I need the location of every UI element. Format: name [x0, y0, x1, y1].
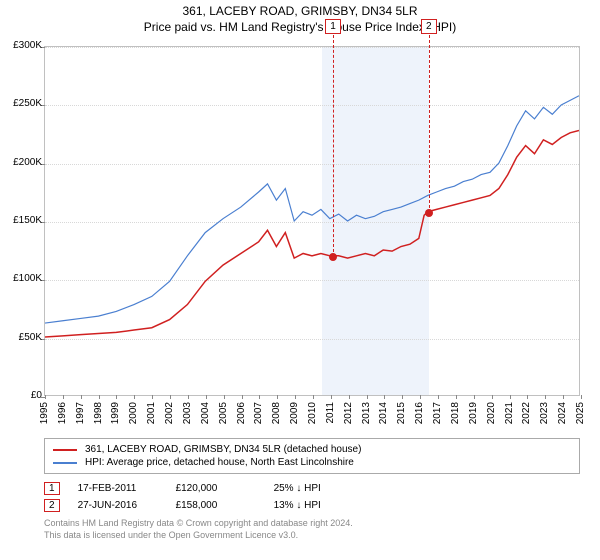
footer-line1: Contains HM Land Registry data © Crown c… — [44, 518, 580, 530]
y-axis-label: £50K — [2, 332, 42, 343]
marker-connector — [429, 35, 430, 213]
x-axis-label: 2005 — [218, 402, 229, 424]
legend-label: 361, LACEBY ROAD, GRIMSBY, DN34 5LR (det… — [85, 444, 361, 455]
chart-title-address: 361, LACEBY ROAD, GRIMSBY, DN34 5LR — [0, 4, 600, 18]
transaction-marker-ref: 1 — [44, 482, 60, 495]
transaction-hpi-diff: 25% ↓ HPI — [274, 483, 354, 494]
transaction-hpi-diff: 13% ↓ HPI — [274, 500, 354, 511]
x-axis-label: 2022 — [521, 402, 532, 424]
transaction-price: £120,000 — [176, 483, 256, 494]
chart-title-subtitle: Price paid vs. HM Land Registry's House … — [0, 20, 600, 34]
chart-plot-area: 12 — [44, 46, 580, 396]
x-axis-label: 1996 — [57, 402, 68, 424]
x-axis-label: 2017 — [432, 402, 443, 424]
x-axis-label: 2002 — [164, 402, 175, 424]
y-axis-label: £250K — [2, 98, 42, 109]
legend-box: 361, LACEBY ROAD, GRIMSBY, DN34 5LR (det… — [44, 438, 580, 474]
x-axis-label: 2021 — [504, 402, 515, 424]
footer-line2: This data is licensed under the Open Gov… — [44, 530, 580, 542]
marker-label: 1 — [325, 19, 341, 34]
x-axis-label: 2007 — [253, 402, 264, 424]
x-axis-label: 2024 — [557, 402, 568, 424]
legend-row: HPI: Average price, detached house, Nort… — [53, 456, 571, 469]
marker-connector — [333, 35, 334, 257]
x-axis-label: 2008 — [271, 402, 282, 424]
x-axis-label: 2004 — [200, 402, 211, 424]
transaction-row: 2 27-JUN-2016 £158,000 13% ↓ HPI — [44, 497, 580, 514]
x-axis-label: 2013 — [361, 402, 372, 424]
transaction-date: 17-FEB-2011 — [78, 483, 158, 494]
transaction-row: 1 17-FEB-2011 £120,000 25% ↓ HPI — [44, 480, 580, 497]
x-axis-label: 2000 — [128, 402, 139, 424]
legend-swatch — [53, 462, 77, 464]
x-axis-label: 1998 — [93, 402, 104, 424]
x-axis-label: 1999 — [110, 402, 121, 424]
x-axis-label: 2011 — [325, 402, 336, 424]
x-axis-label: 2015 — [396, 402, 407, 424]
x-axis-label: 2016 — [414, 402, 425, 424]
transaction-date: 27-JUN-2016 — [78, 500, 158, 511]
transaction-marker-ref: 2 — [44, 499, 60, 512]
transaction-price: £158,000 — [176, 500, 256, 511]
x-axis-label: 2010 — [307, 402, 318, 424]
x-axis-label: 2019 — [468, 402, 479, 424]
x-axis-label: 2014 — [378, 402, 389, 424]
x-axis-label: 2018 — [450, 402, 461, 424]
y-axis-label: £300K — [2, 40, 42, 51]
x-axis-label: 1997 — [75, 402, 86, 424]
x-axis-label: 2023 — [539, 402, 550, 424]
transaction-rows: 1 17-FEB-2011 £120,000 25% ↓ HPI 2 27-JUN-201… — [44, 480, 580, 514]
y-axis-label: £100K — [2, 273, 42, 284]
x-axis-label: 2003 — [182, 402, 193, 424]
x-axis-label: 2001 — [146, 402, 157, 424]
x-axis-label: 2020 — [486, 402, 497, 424]
x-axis-label: 2012 — [343, 402, 354, 424]
x-axis-label: 2025 — [575, 402, 586, 424]
series-line-red — [45, 131, 579, 337]
marker-label: 2 — [421, 19, 437, 34]
legend-row: 361, LACEBY ROAD, GRIMSBY, DN34 5LR (det… — [53, 443, 571, 456]
series-line-blue — [45, 96, 579, 323]
marker-dot — [425, 209, 433, 217]
x-axis-label: 2009 — [289, 402, 300, 424]
y-axis-label: £150K — [2, 215, 42, 226]
x-axis-label: 1995 — [39, 402, 50, 424]
legend-swatch — [53, 449, 77, 451]
y-axis-label: £200K — [2, 157, 42, 168]
license-footer: Contains HM Land Registry data © Crown c… — [44, 518, 580, 541]
legend-label: HPI: Average price, detached house, Nort… — [85, 457, 354, 468]
legend-and-footer: 361, LACEBY ROAD, GRIMSBY, DN34 5LR (det… — [44, 438, 580, 541]
y-axis-label: £0 — [2, 390, 42, 401]
x-axis-label: 2006 — [236, 402, 247, 424]
